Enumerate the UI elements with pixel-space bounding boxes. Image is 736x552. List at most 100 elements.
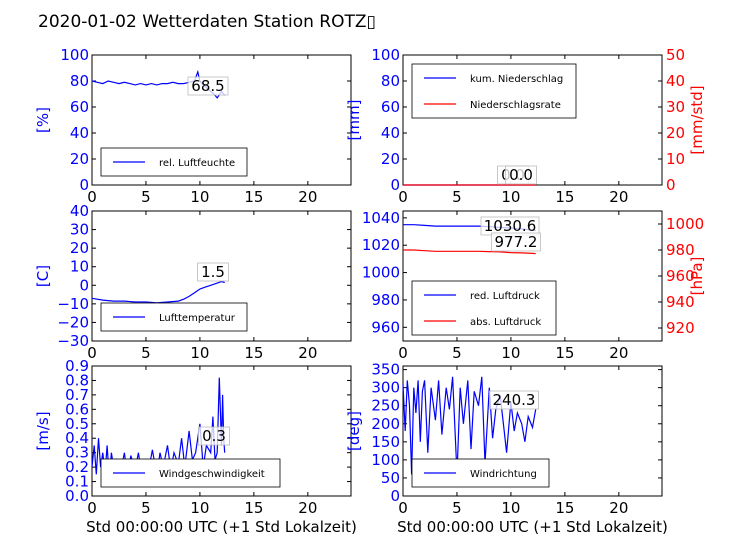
- legend-label: red. Luftdruck: [470, 291, 540, 302]
- y-tick-label: 10: [70, 258, 89, 276]
- y-tick-label: 980: [371, 291, 400, 309]
- y-tick-label: 50: [381, 469, 400, 487]
- legend-label: Niederschlagsrate: [470, 100, 561, 111]
- y-tick-label: 200: [371, 415, 400, 433]
- y-right-tick-label: 30: [666, 98, 685, 116]
- y-axis-label: [mm]: [345, 100, 363, 141]
- x-tick-label: 15: [244, 344, 263, 362]
- y-axis-label: [m/s]: [34, 411, 52, 450]
- x-tick-label: 5: [452, 499, 462, 517]
- x-axis-label: Std 00:00:00 UTC (+1 Std Lokalzeit): [86, 518, 357, 536]
- legend-label: Windrichtung: [470, 469, 537, 480]
- legend-box: [411, 63, 577, 119]
- x-tick-label: 0: [398, 188, 408, 206]
- y-tick-label: 0: [390, 487, 400, 505]
- y-tick-label: 20: [70, 239, 89, 257]
- value-annotation-box: [187, 76, 229, 96]
- y-tick-label: −30: [57, 332, 89, 350]
- y-tick-label: 30: [70, 221, 89, 239]
- value-annotation: 1030.6: [484, 217, 537, 235]
- y-tick-label: −10: [57, 295, 89, 313]
- x-tick-label: 5: [141, 188, 151, 206]
- legend-box: [411, 280, 557, 336]
- legend-label: kum. Niederschlag: [470, 74, 563, 85]
- y-right-axis-label: [mm/std]: [688, 85, 706, 154]
- y-tick-label: 80: [381, 72, 400, 90]
- y-right-tick-label: 960: [666, 267, 695, 285]
- y-tick-label: 100: [371, 46, 400, 64]
- y-tick-label: 40: [70, 124, 89, 142]
- y-tick-label: 80: [70, 72, 89, 90]
- value-annotation: 0.0: [509, 166, 533, 184]
- series-line-0: [91, 280, 225, 304]
- y-right-tick-label: 980: [666, 241, 695, 259]
- x-tick-label: 5: [141, 499, 151, 517]
- x-tick-label: 10: [501, 188, 520, 206]
- x-tick-label: 0: [87, 344, 97, 362]
- y-tick-label: 1000: [362, 264, 400, 282]
- y-tick-label: 20: [70, 150, 89, 168]
- y-right-tick-label: 0: [666, 176, 676, 194]
- value-annotation-box: [198, 426, 230, 446]
- x-tick-label: 20: [298, 188, 317, 206]
- panel-pressure: 0 5 10 15 20 960 980 1000 1020 1040 920 940 960 980 10…: [362, 209, 706, 362]
- value-annotation: 240.3: [493, 391, 536, 409]
- x-tick-label: 20: [298, 344, 317, 362]
- y-axis-label: [C]: [34, 265, 52, 287]
- panel-humidity: 0 5 10 15 20 0 20 40 60 80 100 [%] rel. Luftfeuchte 6…: [34, 46, 352, 206]
- y-right-tick-label: 10: [666, 150, 685, 168]
- value-annotation: 1.5: [201, 263, 225, 281]
- y-tick-label: 40: [70, 202, 89, 220]
- figure-title: 2020-01-02 Wetterdaten Station ROTZ▯: [38, 12, 376, 32]
- x-tick-label: 15: [555, 499, 574, 517]
- y-tick-label: 0.4: [65, 429, 89, 447]
- y-tick-label: 250: [371, 397, 400, 415]
- value-annotation-box: [489, 390, 539, 410]
- y-tick-label: 1020: [362, 236, 400, 254]
- y-tick-label: 350: [371, 361, 400, 379]
- y-tick-label: 0.0: [65, 487, 89, 505]
- y-tick-label: 0: [390, 176, 400, 194]
- value-annotation-box: [505, 165, 537, 185]
- y-axis-label: [%]: [34, 107, 52, 133]
- value-annotation: 68.5: [191, 77, 224, 95]
- x-tick-label: 20: [609, 188, 628, 206]
- panel-wind-speed: 0 5 10 15 200.00.10.20.30.40.50.60.70.80.9[m…: [34, 357, 357, 536]
- value-annotation-box: [197, 262, 229, 282]
- x-tick-label: 15: [555, 188, 574, 206]
- y-right-tick-label: 920: [666, 319, 695, 337]
- value-annotation: 977.2: [495, 233, 538, 251]
- y-tick-label: 0.9: [65, 357, 89, 375]
- x-tick-label: 20: [609, 344, 628, 362]
- legend-label: rel. Luftfeuchte: [159, 158, 235, 169]
- y-tick-label: 0.6: [65, 400, 89, 418]
- x-tick-label: 0: [87, 188, 97, 206]
- y-tick-label: 0: [79, 176, 89, 194]
- y-tick-label: 20: [381, 150, 400, 168]
- y-right-tick-label: 50: [666, 46, 685, 64]
- y-tick-label: 40: [381, 124, 400, 142]
- y-right-tick-label: 1000: [666, 215, 704, 233]
- value-annotation-box: [491, 232, 541, 252]
- y-right-tick-label: 940: [666, 293, 695, 311]
- y-tick-label: 1040: [362, 209, 400, 227]
- legend-label: Lufttemperatur: [159, 313, 236, 324]
- y-tick-label: 0.2: [65, 458, 89, 476]
- x-tick-label: 15: [555, 344, 574, 362]
- y-tick-label: 300: [371, 379, 400, 397]
- y-tick-label: 100: [60, 46, 89, 64]
- y-tick-label: 100: [371, 451, 400, 469]
- y-tick-label: 0.3: [65, 444, 89, 462]
- x-tick-label: 10: [501, 344, 520, 362]
- y-tick-label: 0.8: [65, 371, 89, 389]
- y-tick-label: 60: [381, 98, 400, 116]
- x-tick-label: 10: [190, 499, 209, 517]
- x-tick-label: 20: [609, 499, 628, 517]
- y-right-tick-label: 20: [666, 124, 685, 142]
- y-right-axis-label: [hPa]: [688, 257, 706, 296]
- panel-precipitation: 0 5 10 15 20 0 20 40 60 80 100 0 10 20 30 40 50 [mm] [mm/s…: [345, 46, 706, 206]
- series-line-1: [403, 249, 536, 255]
- x-tick-label: 10: [501, 499, 520, 517]
